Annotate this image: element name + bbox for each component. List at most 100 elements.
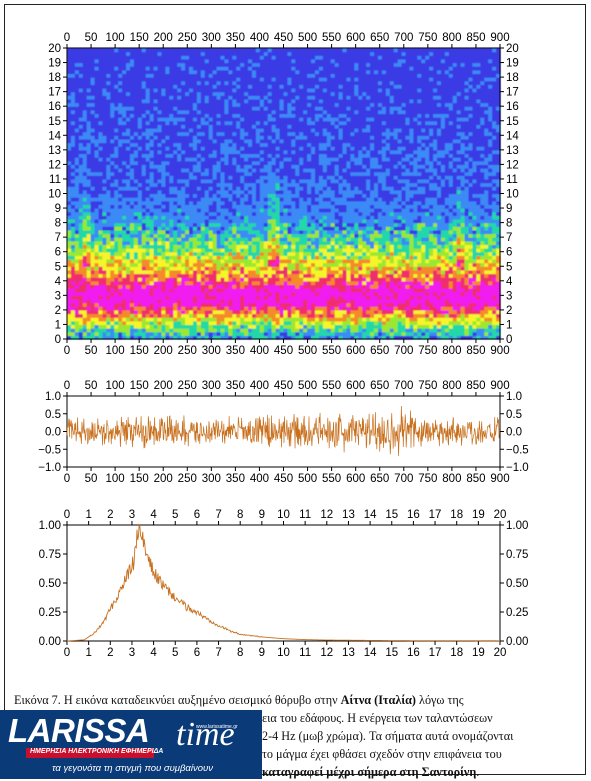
- spectrogram-cell: [192, 73, 198, 78]
- spectrogram-cell: [141, 298, 147, 304]
- spectrogram-cell: [177, 229, 182, 235]
- spectrogram-cell: [299, 320, 304, 326]
- spectrogram-cell: [157, 331, 163, 336]
- spectrogram-cell: [291, 102, 296, 107]
- spectrogram-cell: [248, 175, 253, 180]
- spectrogram-cell: [216, 240, 222, 246]
- spectrogram-cell: [153, 258, 159, 264]
- spectrogram-cell: [220, 120, 226, 125]
- spectrogram-cell: [259, 128, 265, 133]
- spectrogram-cell: [212, 298, 218, 304]
- spectrogram-cell: [291, 229, 296, 235]
- spectrogram-cell: [236, 197, 241, 202]
- spectrogram-cell: [252, 215, 257, 220]
- spectrogram-cell: [181, 88, 186, 93]
- spectrogram-cell: [220, 324, 226, 329]
- spectrogram-cell: [98, 229, 104, 235]
- spectrogram-cell: [263, 280, 269, 286]
- spectrogram-cell: [157, 280, 163, 286]
- spectrogram-cell: [283, 233, 289, 238]
- spectrogram-cell: [240, 106, 245, 111]
- spectrogram-cell: [307, 208, 312, 213]
- spectrogram-cell: [133, 73, 139, 78]
- spectrogram-cell: [181, 175, 186, 180]
- spectrogram-cell: [220, 95, 226, 100]
- spectrogram-cell: [106, 233, 111, 238]
- spectrogram-cell: [228, 168, 233, 173]
- spectrogram-cell: [90, 244, 96, 249]
- spectrogram-cell: [240, 55, 245, 60]
- spectrogram-cell: [244, 200, 249, 206]
- spectrogram-cell: [228, 160, 233, 165]
- spectrogram-cell: [161, 80, 167, 85]
- spectrogram-cell: [295, 277, 300, 282]
- spectrogram-cell: [303, 218, 308, 224]
- spectrogram-cell: [204, 251, 210, 256]
- spectrogram-cell: [137, 128, 143, 133]
- spectrogram-cell: [240, 48, 245, 53]
- spectrogram-cell: [133, 222, 139, 227]
- spectrogram-cell: [173, 120, 178, 125]
- spectrogram-cell: [82, 248, 88, 253]
- spectrogram-cell: [165, 291, 170, 296]
- spectrogram-cell: [196, 204, 202, 209]
- spectrogram-cell: [173, 69, 178, 75]
- spectrogram-cell: [126, 302, 131, 307]
- spectrogram-cell: [299, 84, 304, 89]
- spectrogram-cell: [110, 302, 115, 307]
- spectrogram-cell: [252, 178, 257, 184]
- spectrogram-cell: [114, 149, 119, 155]
- spectrogram-cell: [90, 237, 96, 242]
- spectrogram-cell: [153, 200, 159, 206]
- spectrogram-cell: [78, 226, 84, 231]
- spectrogram-cell: [189, 258, 194, 264]
- spectrogram-cell: [90, 211, 96, 216]
- spectrogram-cell: [110, 146, 115, 151]
- spectrogram-cell: [244, 186, 249, 191]
- spectrogram-panel: 0050501001001501502002002502503003003503…: [48, 32, 519, 357]
- spectrogram-cell: [248, 302, 253, 307]
- spectrogram-cell: [74, 273, 80, 278]
- spectrogram-cell: [271, 138, 277, 144]
- spectrogram-cell: [149, 175, 155, 180]
- spectrogram-cell: [102, 186, 107, 191]
- spectrogram-cell: [216, 58, 222, 64]
- spectrogram-cell: [212, 51, 218, 56]
- spectrogram-cell: [236, 48, 241, 53]
- spectrogram-cell: [102, 320, 107, 326]
- spectrogram-cell: [283, 218, 289, 224]
- spectrogram-cell: [173, 200, 178, 206]
- spectrogram-cell: [157, 295, 163, 300]
- spectrogram-cell: [200, 186, 206, 191]
- spectrogram-cell: [177, 117, 182, 122]
- spectrogram-cell: [208, 124, 214, 129]
- spectrogram-cell: [192, 266, 198, 271]
- spectrogram-cell: [204, 69, 210, 75]
- spectrogram-cell: [224, 331, 229, 336]
- spectrogram-cell: [295, 88, 300, 93]
- spectrogram-cell: [165, 171, 170, 176]
- spectrogram-cell: [271, 51, 277, 56]
- spectrogram-cell: [189, 215, 194, 220]
- spectrogram-cell: [141, 69, 147, 75]
- spectrogram-cell: [82, 98, 88, 104]
- spectrogram-cell: [244, 284, 249, 289]
- spectrogram-cell: [173, 117, 178, 122]
- spectrogram-cell: [189, 331, 194, 336]
- spectrogram-cell: [192, 320, 198, 326]
- spectrogram-cell: [74, 295, 80, 300]
- spectrogram-cell: [236, 215, 241, 220]
- spectrogram-cell: [311, 295, 316, 300]
- spectrogram-cell: [129, 84, 135, 89]
- spectrogram-cell: [122, 109, 127, 115]
- spectrogram-cell: [94, 77, 100, 82]
- spectrogram-cell: [291, 66, 296, 71]
- spectrogram-cell: [157, 222, 163, 227]
- spectrogram-cell: [291, 233, 296, 238]
- spectrogram-cell: [110, 171, 115, 176]
- spectrogram-cell: [118, 168, 123, 173]
- spectrogram-cell: [149, 106, 155, 111]
- spectrogram-cell: [145, 229, 151, 235]
- spectrogram-cell: [208, 73, 214, 78]
- spectrogram-cell: [295, 164, 300, 169]
